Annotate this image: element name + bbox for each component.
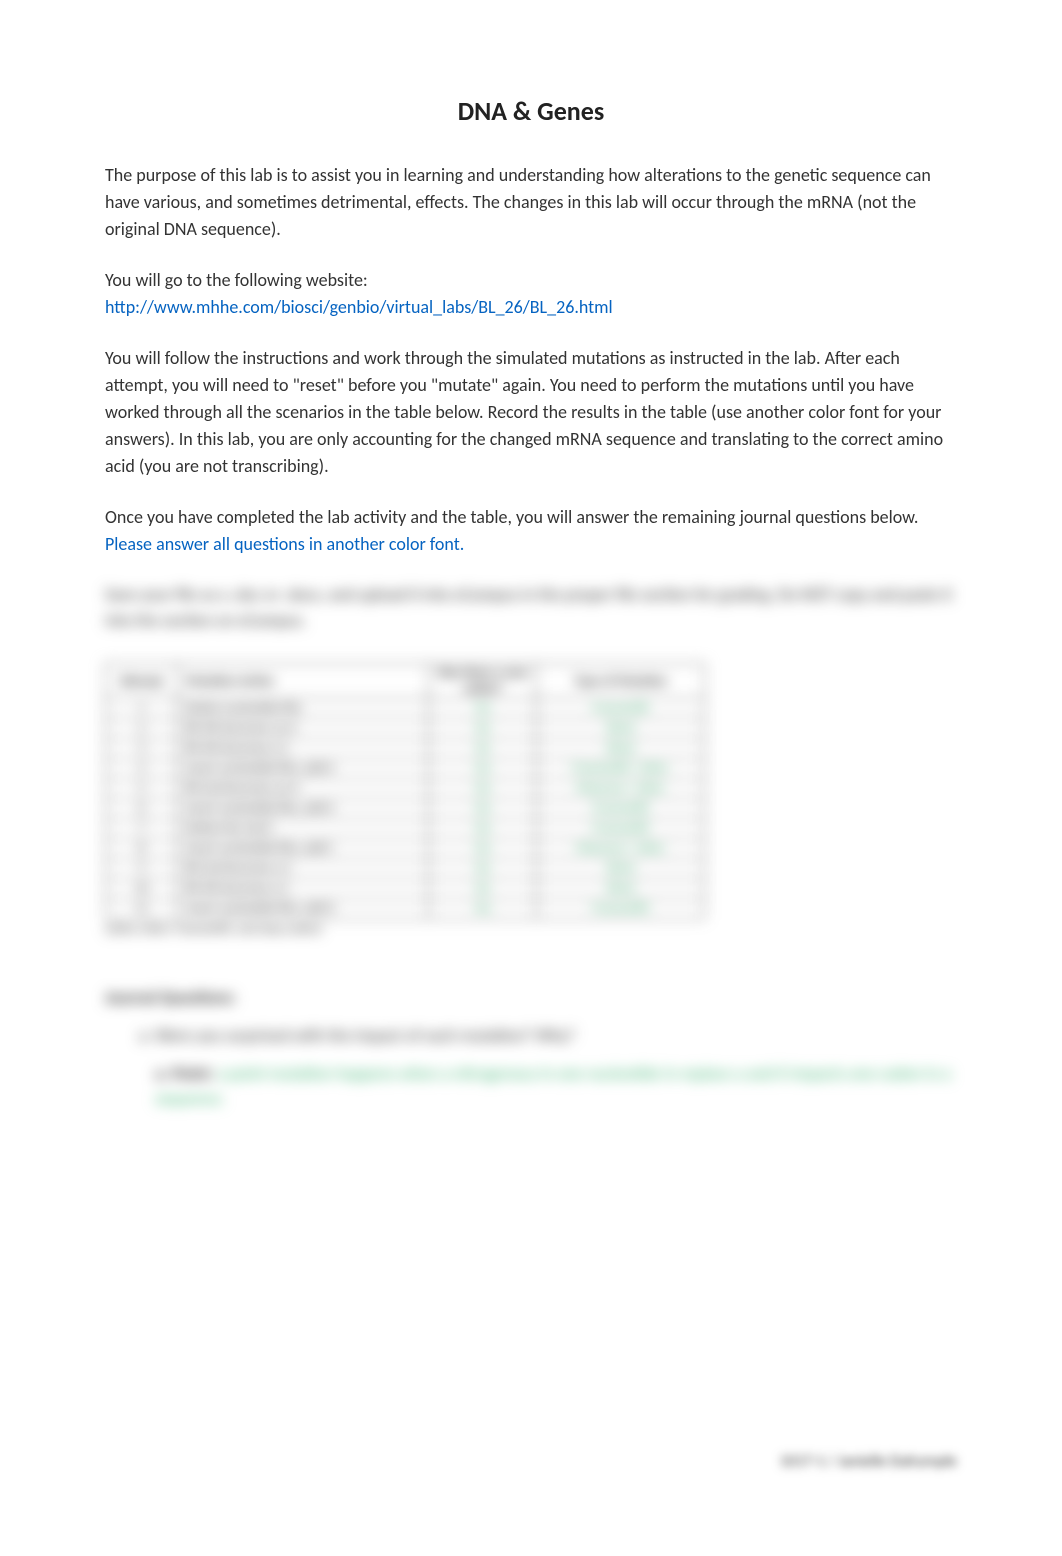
table-row: 8Insert nucleotide #4a, add CYesMissense… [106,839,705,859]
th-type: Type of Mutation [537,664,705,699]
answer1-prefix: a. Point: [155,1063,213,1084]
cell-type: Frameshift [537,699,705,719]
cell-codon: No [429,719,537,739]
journal-header: Journal Questions: [105,987,957,1008]
table-row: 11Insert nucleotide #4a, add GYesFramesh… [106,899,705,919]
table-header-row: Attempt Mutation Action Was there a new … [106,664,705,699]
instructions-paragraph: You will follow the instructions and wor… [105,345,957,480]
cell-codon: Yes [429,699,537,719]
cell-codon: Yes [429,819,537,839]
cell-attempt: 7 [106,819,178,839]
cell-mutation: #6 4th becomes a C [177,739,429,759]
cell-attempt: 8 [106,839,178,859]
cell-mutation: #6 2nd becomes a C [177,859,429,879]
cell-type: Silent [537,739,705,759]
cell-type: Frameshift [537,819,705,839]
table-row: 7Delete the 2nd CYesFrameshift [106,819,705,839]
closing-prefix: Once you have completed the lab activity… [105,506,918,528]
table-row: 9#6 2nd becomes a CNoSilent [106,859,705,879]
table-row: 10#6 4th becomes a CNoSilent [106,879,705,899]
table-row: 2#6 4th becomes an ANoSilent [106,719,705,739]
cell-mutation: Insert nucleotide #4a, add A [177,759,429,779]
table-row: 6Insert nucleotide #4a, add AYesFrameshi… [106,799,705,819]
cell-mutation: #6 2nd becomes an A [177,779,429,799]
table-row: 3#6 4th becomes a CNoSilent [106,739,705,759]
cell-attempt: 9 [106,859,178,879]
cell-codon: Yes [429,899,537,919]
cell-codon: No [429,879,537,899]
cell-mutation: Delete the 2nd C [177,819,429,839]
cell-attempt: 4 [106,759,178,779]
th-attempt: Attempt [106,664,178,699]
website-link[interactable]: http://www.mhhe.com/biosci/genbio/virtua… [105,296,613,318]
table-body: 1Delete nucleotide #4aYesFrameshift2#6 4… [106,699,705,919]
cell-type: Missense / other [537,839,705,859]
closing-link-text: Please answer all questions in another c… [105,533,464,555]
cell-attempt: 1 [106,699,178,719]
cell-attempt: 5 [106,779,178,799]
question-list: Were you surprised with the impact of ea… [155,1023,957,1112]
website-intro-text: You will go to the following website: [105,269,368,291]
cell-mutation: #6 4th becomes an A [177,719,429,739]
mutation-table-wrap: Attempt Mutation Action Was there a new … [105,663,957,937]
table-row: 4Insert nucleotide #4a, add AYesFrameshi… [106,759,705,779]
th-newcodon: Was there a new codon? [429,664,537,699]
cell-attempt: 10 [106,879,178,899]
page-title: DNA & Genes [105,95,957,127]
cell-type: Silent [537,879,705,899]
answer1-body: a point mutation happens when a nitrogen… [155,1063,951,1110]
cell-attempt: 6 [106,799,178,819]
answer1: a. Point: a point mutation happens when … [155,1061,957,1112]
document-page: DNA & Genes The purpose of this lab is t… [0,0,1062,1177]
table-caption: (other other: frameshift, and stop codon… [105,922,957,937]
cell-mutation: Insert nucleotide #4a, add C [177,839,429,859]
th-mutation: Mutation Action [177,664,429,699]
cell-mutation: Delete nucleotide #4a [177,699,429,719]
cell-attempt: 2 [106,719,178,739]
intro-paragraph: The purpose of this lab is to assist you… [105,162,957,243]
question-item-1: Were you surprised with the impact of ea… [155,1023,957,1112]
table-row: 1Delete nucleotide #4aYesFrameshift [106,699,705,719]
cell-type: Silent [537,719,705,739]
cell-mutation: Insert nucleotide #4a, add A [177,799,429,819]
cell-codon: Yes [429,779,537,799]
cell-codon: Yes [429,759,537,779]
cell-type: Frameshift [537,899,705,919]
cell-codon: No [429,739,537,759]
table-row: 5#6 2nd becomes an AYesMissense / other [106,779,705,799]
blurred-intro: Save your file as a .doc or .docx, and u… [105,582,957,633]
cell-codon: Yes [429,839,537,859]
footer-text: 1017-1 / Janielle Dalrymple [780,1452,957,1471]
cell-attempt: 11 [106,899,178,919]
website-paragraph: You will go to the following website: ht… [105,267,957,321]
cell-codon: Yes [429,799,537,819]
cell-type: Frameshift / other [537,759,705,779]
mutation-table: Attempt Mutation Action Was there a new … [105,663,705,919]
cell-mutation: Insert nucleotide #4a, add G [177,899,429,919]
cell-codon: No [429,859,537,879]
cell-attempt: 3 [106,739,178,759]
closing-paragraph: Once you have completed the lab activity… [105,504,957,558]
question1-text: Were you surprised with the impact of ea… [155,1025,575,1046]
cell-mutation: #6 4th becomes a C [177,879,429,899]
cell-type: Missense / other [537,779,705,799]
blurred-content: Save your file as a .doc or .docx, and u… [105,582,957,1112]
cell-type: Silent [537,859,705,879]
cell-type: Frameshift [537,799,705,819]
